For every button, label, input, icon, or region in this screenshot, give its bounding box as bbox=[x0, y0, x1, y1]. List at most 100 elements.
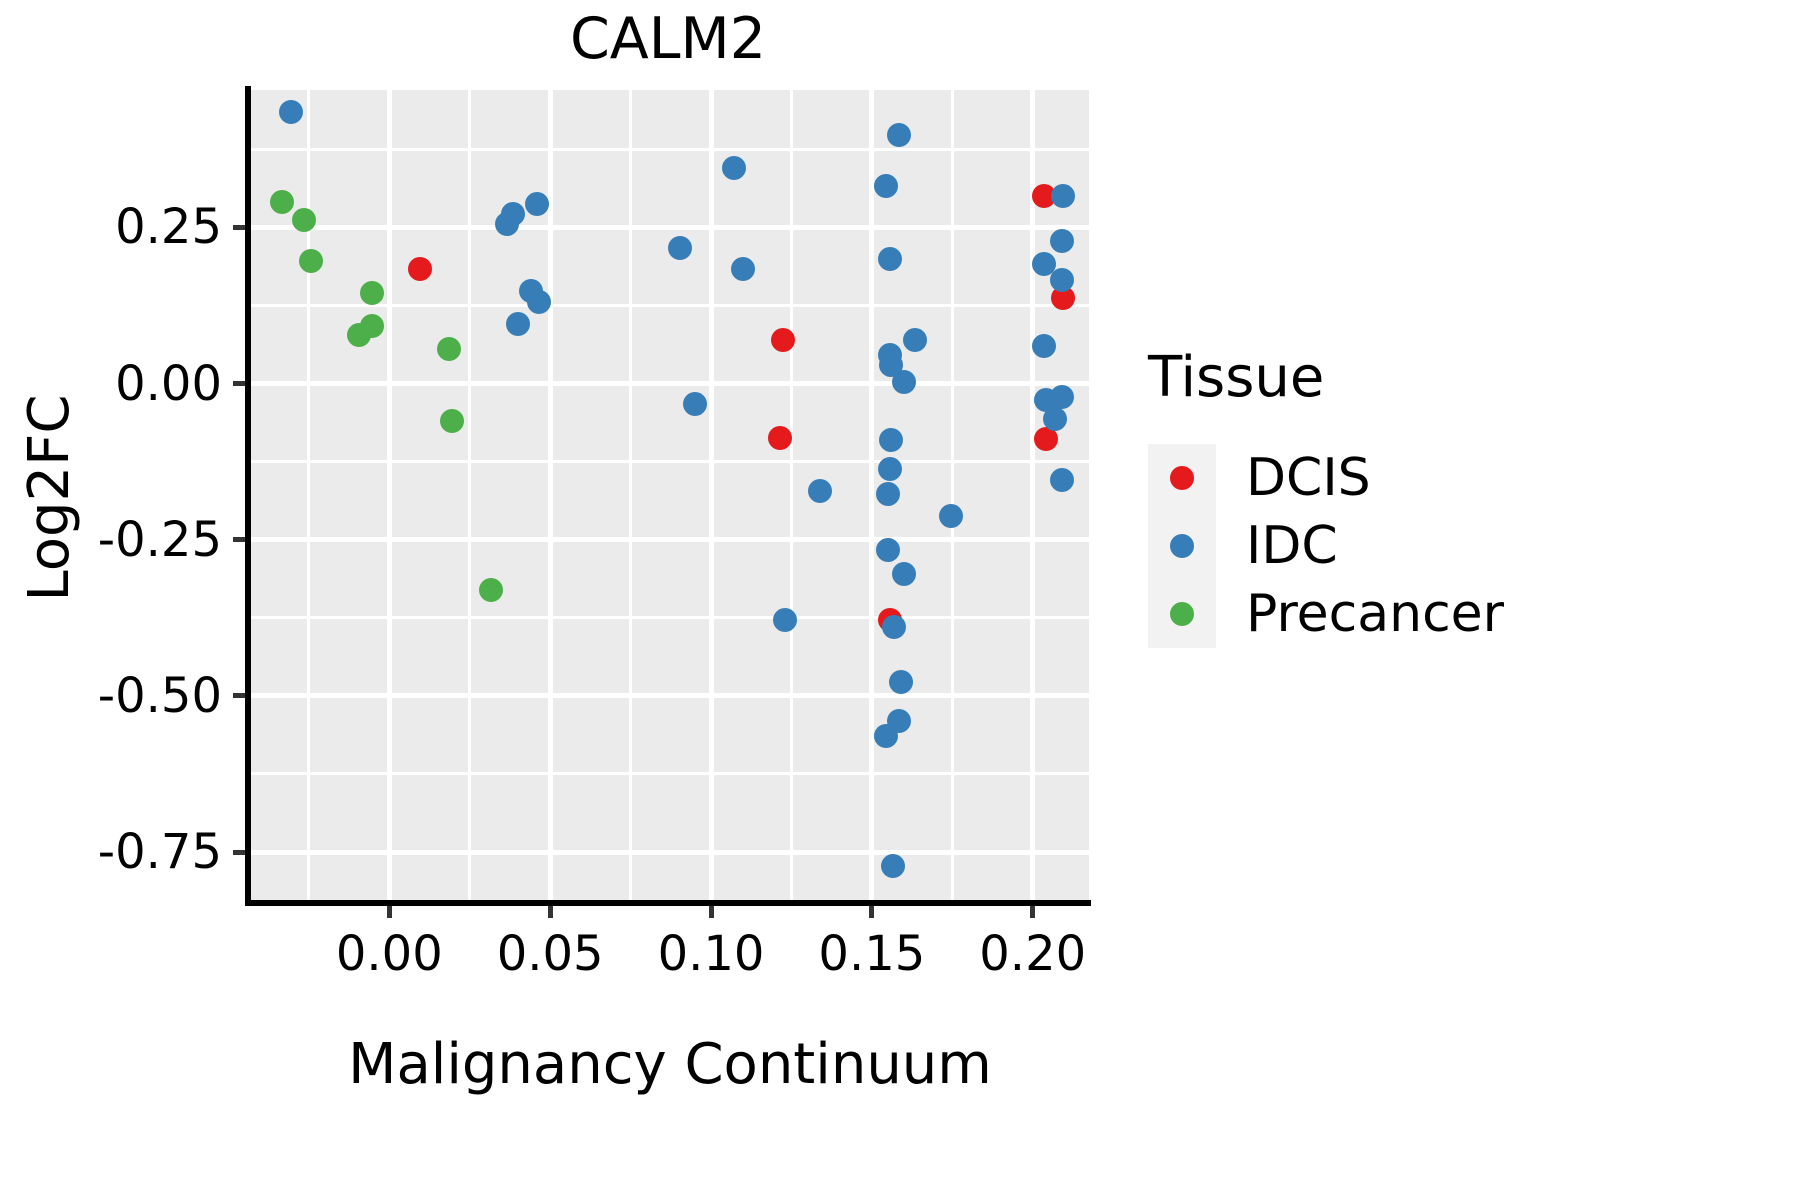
legend-items: DCIS IDC Precancer bbox=[1148, 444, 1668, 648]
data-point-idc bbox=[879, 427, 904, 452]
legend-item-idc[interactable]: IDC bbox=[1148, 512, 1668, 580]
legend-item-precancer[interactable]: Precancer bbox=[1148, 580, 1668, 648]
grid-line-major-horizontal bbox=[251, 224, 1089, 230]
y-tick-mark bbox=[233, 849, 245, 855]
data-point-idc bbox=[506, 312, 530, 337]
y-tick-mark bbox=[233, 381, 245, 387]
grid-line-minor-vertical bbox=[629, 90, 633, 902]
legend-dot-icon bbox=[1170, 602, 1194, 626]
x-tick-mark bbox=[547, 906, 553, 918]
data-point-idc bbox=[279, 99, 304, 124]
data-point-idc bbox=[682, 391, 707, 416]
data-point-idc bbox=[721, 156, 746, 181]
data-point-precancer bbox=[436, 337, 461, 362]
grid-line-minor-horizontal bbox=[251, 303, 1089, 307]
x-tick-mark bbox=[386, 906, 392, 918]
grid-line-major-horizontal bbox=[251, 849, 1089, 855]
data-point-idc bbox=[888, 670, 913, 695]
plot-panel bbox=[251, 90, 1089, 902]
grid-line-minor-vertical bbox=[789, 90, 793, 902]
data-point-precancer bbox=[269, 189, 294, 214]
data-point-idc bbox=[1043, 407, 1068, 432]
legend-title: Tissue bbox=[1148, 345, 1325, 410]
x-tick-label: 0.20 bbox=[979, 926, 1087, 982]
y-tick-label: 0.00 bbox=[115, 355, 222, 412]
grid-line-major-horizontal bbox=[251, 537, 1089, 543]
data-point-idc bbox=[882, 615, 907, 640]
data-point-idc bbox=[1031, 334, 1056, 359]
data-point-idc bbox=[903, 327, 928, 352]
data-point-idc bbox=[1049, 267, 1074, 292]
data-point-precancer bbox=[359, 281, 384, 305]
x-tick-mark bbox=[708, 906, 714, 918]
y-tick-label: -0.75 bbox=[97, 824, 222, 881]
grid-line-minor-vertical bbox=[950, 90, 954, 902]
x-tick-label: 0.00 bbox=[335, 926, 443, 982]
y-tick-label: -0.50 bbox=[97, 667, 222, 724]
legend-dot-icon bbox=[1170, 534, 1194, 558]
data-point-idc bbox=[668, 236, 693, 261]
grid-line-major-vertical bbox=[708, 90, 714, 902]
data-point-idc bbox=[892, 370, 917, 395]
y-axis-line bbox=[245, 86, 251, 906]
data-point-idc bbox=[938, 503, 963, 528]
data-point-dcis bbox=[768, 425, 793, 450]
grid-line-minor-horizontal bbox=[251, 460, 1089, 464]
legend-key-swatch bbox=[1148, 512, 1216, 580]
data-point-precancer bbox=[359, 314, 384, 339]
data-point-precancer bbox=[478, 577, 503, 602]
data-point-idc bbox=[1051, 184, 1076, 209]
grid-line-minor-horizontal bbox=[251, 772, 1089, 776]
data-point-precancer bbox=[292, 207, 317, 232]
x-tick-label: 0.15 bbox=[818, 926, 926, 982]
data-point-idc bbox=[877, 457, 902, 482]
data-point-idc bbox=[1049, 229, 1074, 254]
grid-line-major-vertical bbox=[869, 90, 875, 902]
data-point-idc bbox=[877, 246, 902, 271]
legend: Tissue DCIS IDC Precancer bbox=[1148, 348, 1668, 648]
legend-item-dcis[interactable]: DCIS bbox=[1148, 444, 1668, 512]
data-point-idc bbox=[874, 173, 899, 198]
data-point-idc bbox=[773, 607, 797, 632]
y-tick-mark bbox=[233, 693, 245, 699]
y-tick-mark bbox=[233, 537, 245, 543]
y-axis-title: Log2FC bbox=[17, 394, 82, 602]
grid-line-major-vertical bbox=[386, 90, 392, 902]
x-tick-label: 0.05 bbox=[496, 926, 604, 982]
data-point-idc bbox=[874, 724, 899, 749]
data-point-dcis bbox=[407, 257, 432, 282]
x-tick-mark bbox=[869, 906, 875, 918]
legend-item-label: IDC bbox=[1246, 516, 1338, 576]
legend-dot-icon bbox=[1170, 466, 1194, 490]
legend-key-swatch bbox=[1148, 580, 1216, 648]
data-point-idc bbox=[501, 201, 526, 226]
y-tick-mark bbox=[233, 224, 245, 230]
grid-line-major-vertical bbox=[1030, 90, 1036, 902]
x-axis-title: Malignancy Continuum bbox=[348, 1032, 992, 1097]
y-tick-label: -0.25 bbox=[97, 511, 222, 568]
data-point-idc bbox=[1049, 385, 1074, 410]
legend-item-label: Precancer bbox=[1246, 584, 1505, 644]
data-point-idc bbox=[875, 538, 900, 563]
y-tick-label: 0.25 bbox=[115, 199, 222, 256]
page-title: CALM2 bbox=[570, 6, 766, 72]
x-tick-mark bbox=[1030, 906, 1036, 918]
grid-line-major-horizontal bbox=[251, 693, 1089, 699]
grid-line-major-vertical bbox=[547, 90, 553, 902]
data-point-idc bbox=[880, 853, 905, 878]
grid-line-minor-horizontal bbox=[251, 616, 1089, 620]
data-point-idc bbox=[526, 289, 551, 314]
data-point-dcis bbox=[771, 327, 796, 352]
grid-line-major-horizontal bbox=[251, 381, 1089, 387]
grid-line-minor-horizontal bbox=[251, 147, 1089, 151]
x-axis-line bbox=[245, 900, 1091, 906]
legend-key-swatch bbox=[1148, 444, 1216, 512]
data-point-idc bbox=[731, 256, 756, 281]
data-point-idc bbox=[892, 562, 917, 587]
grid-line-minor-vertical bbox=[307, 90, 311, 902]
x-tick-label: 0.10 bbox=[657, 926, 765, 982]
data-point-idc bbox=[525, 191, 550, 216]
grid-line-minor-vertical bbox=[468, 90, 472, 902]
data-point-precancer bbox=[440, 409, 465, 434]
